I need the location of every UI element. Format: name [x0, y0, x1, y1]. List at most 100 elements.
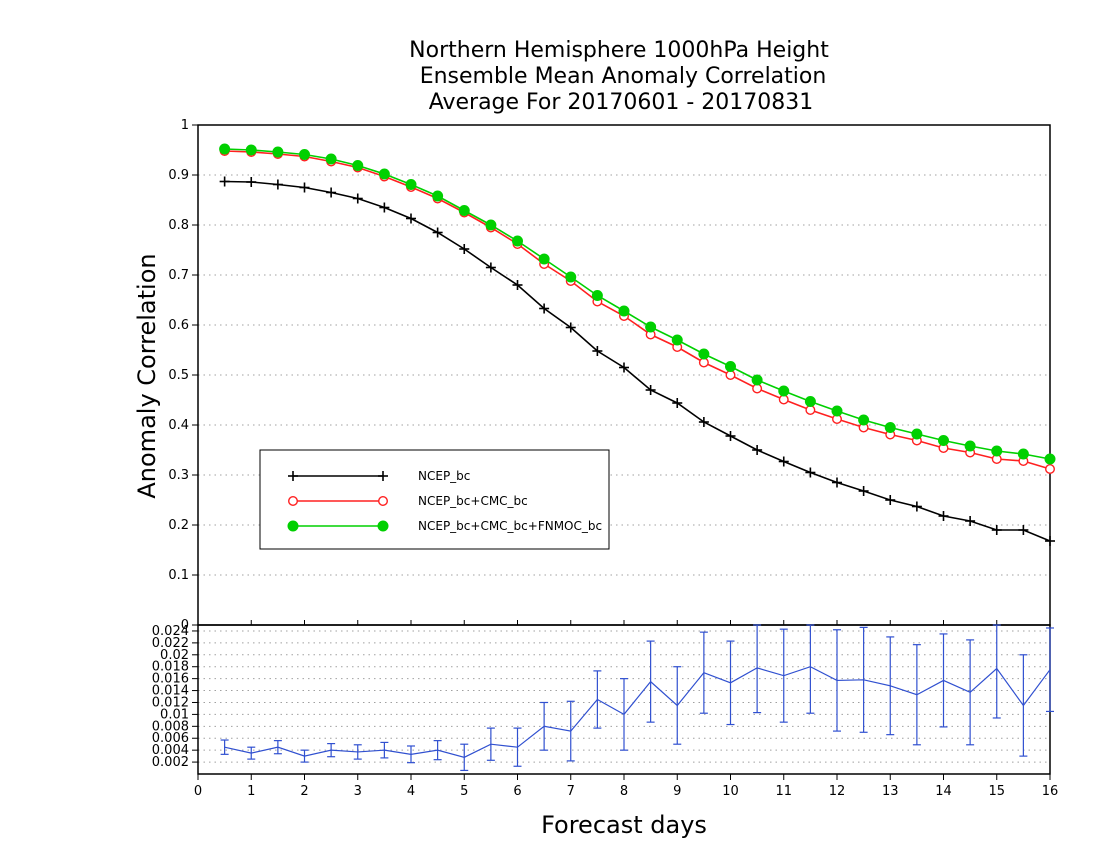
legend-label: NCEP_bc: [418, 469, 470, 483]
data-point: [938, 435, 949, 446]
data-point: [1045, 536, 1055, 546]
data-point: [459, 244, 470, 254]
data-point: [805, 467, 816, 478]
upper-y-tick-label: 0.1: [168, 568, 189, 583]
x-tick-label: 8: [620, 784, 628, 799]
data-point: [565, 271, 577, 283]
upper-y-tick-label: 0.2: [168, 518, 189, 533]
lower-panel-gridlines: [198, 630, 1050, 763]
chart-title: Northern Hemisphere 1000hPa Height Ensem…: [409, 38, 829, 115]
legend-marker-start: [288, 496, 299, 507]
data-point: [325, 153, 337, 165]
legend-box: [259, 449, 610, 550]
legend: NCEP_bc NCEP_bc+CMC_bc NCEP_bc+CMC_bc+FNMO…: [259, 449, 610, 550]
data-point: [219, 176, 230, 187]
data-point: [1017, 448, 1029, 460]
x-tick-label: 4: [407, 784, 415, 799]
data-point: [485, 262, 496, 273]
legend-label: NCEP_bc+CMC_bc+FNMOC_bc: [418, 519, 602, 533]
series-line: [224, 148, 1051, 460]
data-point: [538, 253, 550, 265]
data-point: [485, 219, 497, 231]
data-point: [432, 227, 443, 238]
spread-series-0: [220, 624, 1054, 772]
data-point: [991, 445, 1003, 457]
error-bar: [806, 624, 815, 714]
series-0: [219, 176, 1055, 546]
data-point: [379, 202, 390, 213]
upper-y-tick-label: 0.3: [168, 468, 189, 483]
data-point: [619, 362, 629, 373]
x-tick-label: 14: [935, 784, 952, 799]
lower-y-tick-label: 0.008: [152, 719, 189, 734]
data-point: [885, 495, 896, 505]
lower-y-tick-label: 0.006: [152, 731, 189, 746]
data-point: [778, 456, 789, 467]
lower-y-tick-label: 0.022: [152, 636, 189, 651]
lower-y-tick-label: 0.02: [160, 648, 189, 663]
data-point: [645, 385, 656, 395]
x-tick-label: 11: [775, 784, 792, 799]
data-point: [245, 144, 257, 156]
lower-y-tick-label: 0.024: [152, 624, 189, 639]
legend-marker-start: [288, 471, 298, 481]
data-point: [645, 321, 657, 333]
chart-title-line-2: Ensemble Mean Anomaly Correlation: [420, 64, 827, 89]
legend-items: NCEP_bc NCEP_bc+CMC_bc NCEP_bc+CMC_bc+FNMO…: [287, 469, 602, 533]
data-point: [911, 428, 923, 440]
data-point: [884, 422, 896, 433]
data-point: [858, 414, 870, 426]
data-point: [405, 179, 417, 190]
upper-y-tick-label: 0.5: [168, 368, 189, 383]
data-point: [698, 348, 710, 360]
x-tick-label: 12: [829, 784, 846, 799]
data-point: [618, 305, 630, 317]
x-tick-label: 0: [194, 784, 202, 799]
data-point: [406, 213, 416, 224]
data-point: [832, 477, 842, 488]
data-point: [965, 516, 976, 526]
data-point: [938, 511, 949, 521]
upper-y-tick-label: 0.9: [168, 168, 189, 183]
data-point: [432, 190, 444, 202]
lower-y-tick-label: 0.01: [160, 707, 189, 722]
x-tick-label: 2: [300, 784, 308, 799]
x-tick-label: 13: [882, 784, 899, 799]
data-point: [725, 431, 736, 441]
legend-item-1: NCEP_bc+CMC_bc: [288, 494, 528, 508]
x-tick-label: 10: [722, 784, 739, 799]
upper-y-tick-label: 0.6: [168, 318, 189, 333]
data-point: [326, 187, 337, 198]
data-point: [751, 374, 763, 386]
data-point: [352, 160, 364, 171]
data-point: [858, 486, 869, 496]
series-line: [224, 150, 1051, 470]
data-point: [911, 501, 922, 512]
legend-label: NCEP_bc+CMC_bc: [418, 494, 528, 508]
data-point: [378, 168, 390, 180]
x-tick-label: 6: [513, 784, 521, 799]
data-point: [272, 146, 284, 158]
lower-y-tick-label: 0.014: [152, 684, 189, 699]
lower-y-tick-label: 0.016: [152, 672, 189, 687]
upper-y-tick-label: 0.4: [168, 418, 189, 433]
upper-y-axis: 0 0.1 0.2 0.3 0.4 0.5 0.6 0.7 0.8 0.9 1: [168, 118, 198, 633]
data-point: [352, 193, 363, 204]
spread-line: [224, 666, 1051, 758]
series-line: [224, 180, 1051, 542]
legend-marker-start: [287, 520, 299, 532]
data-point: [1044, 453, 1056, 465]
data-point: [671, 334, 683, 346]
x-tick-label: 5: [460, 784, 468, 799]
series-2: [219, 143, 1056, 465]
data-point: [299, 182, 310, 193]
data-point: [512, 235, 523, 247]
data-point: [991, 525, 1002, 535]
upper-panel-gridlines: [198, 174, 1050, 576]
data-point: [1018, 525, 1029, 535]
x-tick-label: 15: [988, 784, 1005, 799]
data-point: [592, 346, 603, 356]
error-bar: [753, 624, 762, 714]
lower-y-tick-label: 0.012: [152, 695, 189, 710]
